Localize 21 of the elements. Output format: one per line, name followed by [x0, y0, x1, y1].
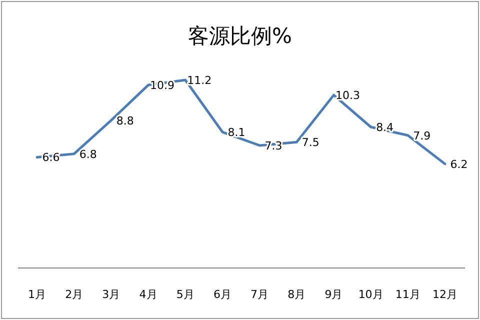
x-tick-label: 2月	[65, 288, 84, 301]
x-tick-label: 4月	[139, 288, 158, 301]
data-label: 6.2	[450, 158, 468, 171]
x-tick-label: 5月	[176, 288, 194, 301]
data-label: 6.8	[79, 148, 97, 161]
x-tick-label: 1月	[28, 288, 46, 301]
x-tick-label: 12月	[432, 288, 458, 301]
data-label: 7.5	[302, 136, 320, 150]
x-tick-label: 10月	[358, 288, 384, 301]
data-label: 8.1	[228, 126, 246, 140]
x-tick-label: 7月	[250, 288, 269, 301]
data-label: 10.3	[335, 89, 360, 102]
data-label: 11.2	[187, 74, 212, 87]
x-tick-label: 6月	[213, 288, 232, 301]
x-tick-label: 11月	[395, 288, 420, 301]
x-tick-label: 9月	[324, 288, 343, 301]
x-tick-label: 8月	[288, 288, 306, 301]
data-label: 7.9	[413, 129, 431, 142]
chart-title: 客源比例%	[188, 24, 292, 48]
x-tick-label: 3月	[102, 288, 120, 301]
data-label: 8.8	[116, 114, 134, 128]
